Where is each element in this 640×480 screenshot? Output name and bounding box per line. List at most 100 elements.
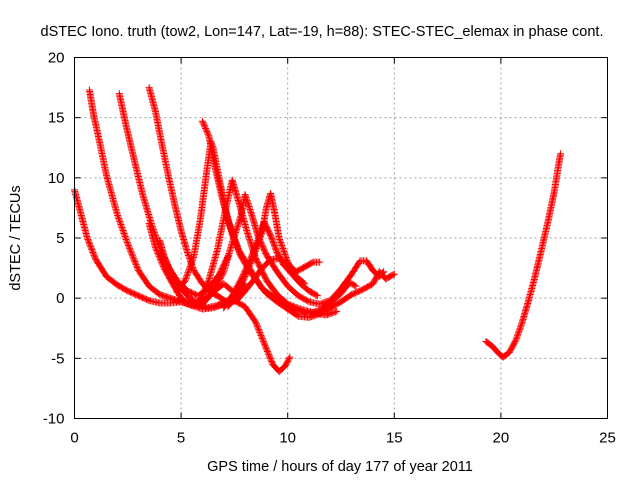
data-point — [125, 243, 133, 251]
data-point — [164, 261, 172, 269]
data-point — [512, 336, 520, 344]
data-point — [184, 269, 192, 277]
data-point — [278, 242, 286, 250]
data-point — [202, 282, 210, 290]
chart-title: dSTEC Iono. truth (tow2, Lon=147, Lat=-1… — [41, 24, 604, 40]
y-tick-label: 5 — [56, 230, 64, 247]
data-point — [162, 258, 170, 266]
data-point — [276, 237, 284, 245]
data-point — [183, 272, 191, 280]
x-tick-label: 0 — [70, 430, 78, 447]
data-point — [113, 210, 121, 218]
data-point — [152, 245, 160, 253]
data-point — [197, 295, 205, 303]
data-point — [121, 232, 129, 240]
data-point — [186, 263, 194, 271]
data-point — [275, 234, 283, 242]
data-point — [262, 345, 270, 353]
data-point — [201, 123, 209, 131]
data-point — [118, 225, 126, 233]
data-point — [202, 283, 210, 291]
data-point — [187, 260, 195, 268]
data-point — [115, 216, 123, 224]
data-point — [200, 120, 208, 128]
data-point — [188, 257, 196, 265]
data-point — [253, 242, 261, 250]
data-point — [131, 259, 139, 267]
y-tick-label: 15 — [48, 110, 65, 127]
data-point — [165, 263, 173, 271]
data-point — [259, 337, 267, 345]
y-axis-label: dSTEC / TECUs — [8, 185, 24, 290]
data-point — [264, 349, 272, 357]
data-point — [250, 252, 258, 260]
data-point — [181, 276, 189, 284]
data-point — [204, 278, 212, 286]
data-point — [129, 252, 137, 260]
data-point — [256, 330, 264, 338]
data-point — [254, 240, 262, 248]
series-13 — [482, 150, 565, 361]
data-point — [122, 236, 130, 244]
y-tick-label: 10 — [48, 170, 65, 187]
data-point — [129, 253, 137, 261]
data-point — [265, 350, 273, 358]
data-point — [191, 299, 199, 307]
data-point — [252, 246, 260, 254]
y-tick-label: -5 — [51, 350, 64, 367]
data-point — [517, 323, 525, 331]
data-point — [87, 244, 95, 252]
data-point — [186, 264, 194, 272]
data-point — [281, 249, 289, 257]
data-point — [261, 342, 269, 350]
data-point — [200, 288, 208, 296]
x-tick-label: 10 — [279, 430, 296, 447]
data-point — [165, 265, 173, 273]
data-point — [144, 296, 152, 304]
data-point — [185, 267, 193, 275]
data-point — [267, 356, 275, 364]
data-point — [203, 127, 211, 135]
x-axis-label: GPS time / hours of day 177 of year 2011 — [207, 459, 473, 475]
data-point — [253, 321, 261, 329]
data-point — [352, 282, 360, 290]
data-point — [130, 256, 138, 264]
y-tick-label: 20 — [48, 50, 65, 67]
data-point — [114, 211, 122, 219]
grid — [74, 57, 608, 419]
data-point — [198, 294, 206, 302]
data-point — [515, 327, 523, 335]
data-point — [557, 150, 565, 158]
data-point — [243, 267, 251, 275]
data-point — [189, 255, 197, 263]
data-point — [245, 264, 253, 272]
plot-frame — [74, 57, 608, 419]
data-point — [261, 340, 269, 348]
data-point — [126, 246, 134, 254]
data-point — [235, 246, 243, 254]
data-point — [266, 355, 274, 363]
data-point — [279, 246, 287, 254]
data-point — [192, 298, 200, 306]
data-point — [517, 321, 525, 329]
data-point — [304, 297, 312, 305]
data-point — [123, 237, 131, 245]
data-point — [513, 333, 521, 341]
data-point — [282, 252, 290, 260]
data-point — [244, 265, 252, 273]
data-point — [255, 326, 263, 334]
data-point — [128, 250, 136, 258]
data-point — [115, 214, 123, 222]
data-point — [123, 239, 131, 247]
data-point — [132, 261, 140, 269]
data-point — [277, 240, 285, 248]
data-point — [514, 329, 522, 337]
data-point — [255, 236, 263, 244]
data-point — [199, 291, 207, 299]
data-point — [188, 300, 196, 308]
x-tick-label: 20 — [493, 430, 510, 447]
x-tick-label: 15 — [386, 430, 403, 447]
data-point — [133, 264, 141, 272]
data-point — [119, 226, 127, 234]
data-point — [85, 238, 93, 246]
